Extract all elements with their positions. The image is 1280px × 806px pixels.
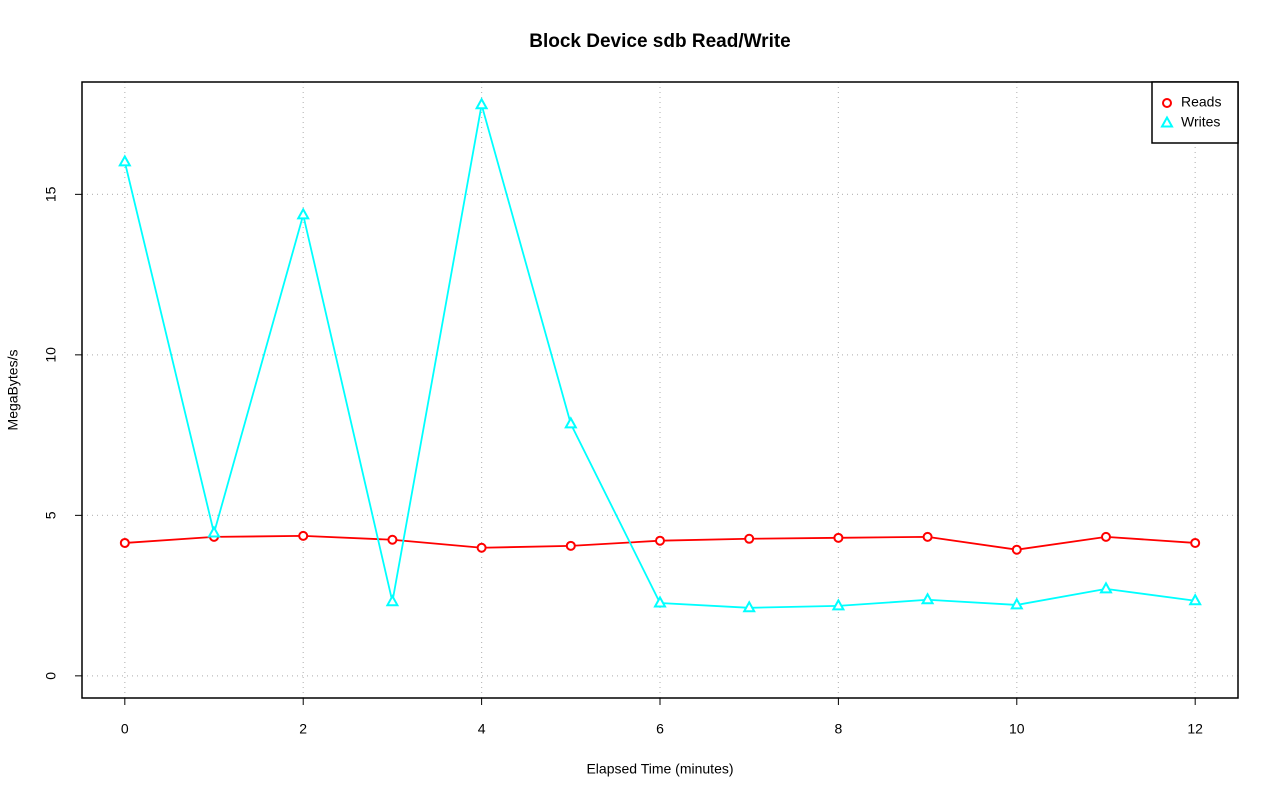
point [1100, 531, 1111, 542]
point [207, 525, 221, 538]
point [1099, 581, 1113, 594]
point [742, 600, 756, 613]
point [476, 542, 487, 553]
point [922, 531, 933, 542]
chart-title: Block Device sdb Read/Write [529, 31, 791, 52]
y-tick-label: 15 [43, 186, 59, 202]
point [474, 97, 489, 110]
point [119, 537, 130, 548]
point [385, 594, 400, 607]
y-axis-label: MegaBytes/s [5, 350, 21, 431]
point [387, 534, 398, 545]
point [833, 532, 844, 543]
plot-frame [81, 81, 1239, 699]
x-tick-label: 4 [478, 721, 486, 737]
point [118, 154, 132, 167]
y-tick-label: 10 [43, 347, 59, 363]
point [565, 540, 576, 551]
x-tick-label: 8 [834, 721, 842, 737]
point [744, 533, 755, 544]
y-tick-label: 5 [43, 511, 59, 519]
legend-box [1151, 81, 1239, 144]
point [296, 207, 310, 220]
y-tick-label: 0 [43, 672, 59, 680]
x-axis-label: Elapsed Time (minutes) [586, 761, 733, 777]
point [564, 416, 578, 429]
point [653, 595, 667, 608]
x-tick-label: 2 [299, 721, 307, 737]
x-tick-label: 12 [1187, 721, 1203, 737]
x-tick-label: 0 [121, 721, 129, 737]
x-tick-label: 10 [1009, 721, 1025, 737]
point [655, 535, 665, 546]
legend-marker [1160, 115, 1174, 128]
x-tick-label: 6 [656, 721, 664, 737]
point [831, 598, 846, 611]
legend-label: Reads [1181, 94, 1221, 110]
point [1011, 544, 1022, 555]
point [920, 592, 935, 605]
legend-label: Writes [1181, 114, 1220, 130]
point [298, 530, 309, 541]
point [1190, 537, 1201, 548]
point [1188, 593, 1202, 606]
legend-marker [1162, 98, 1172, 108]
point [1010, 597, 1024, 610]
